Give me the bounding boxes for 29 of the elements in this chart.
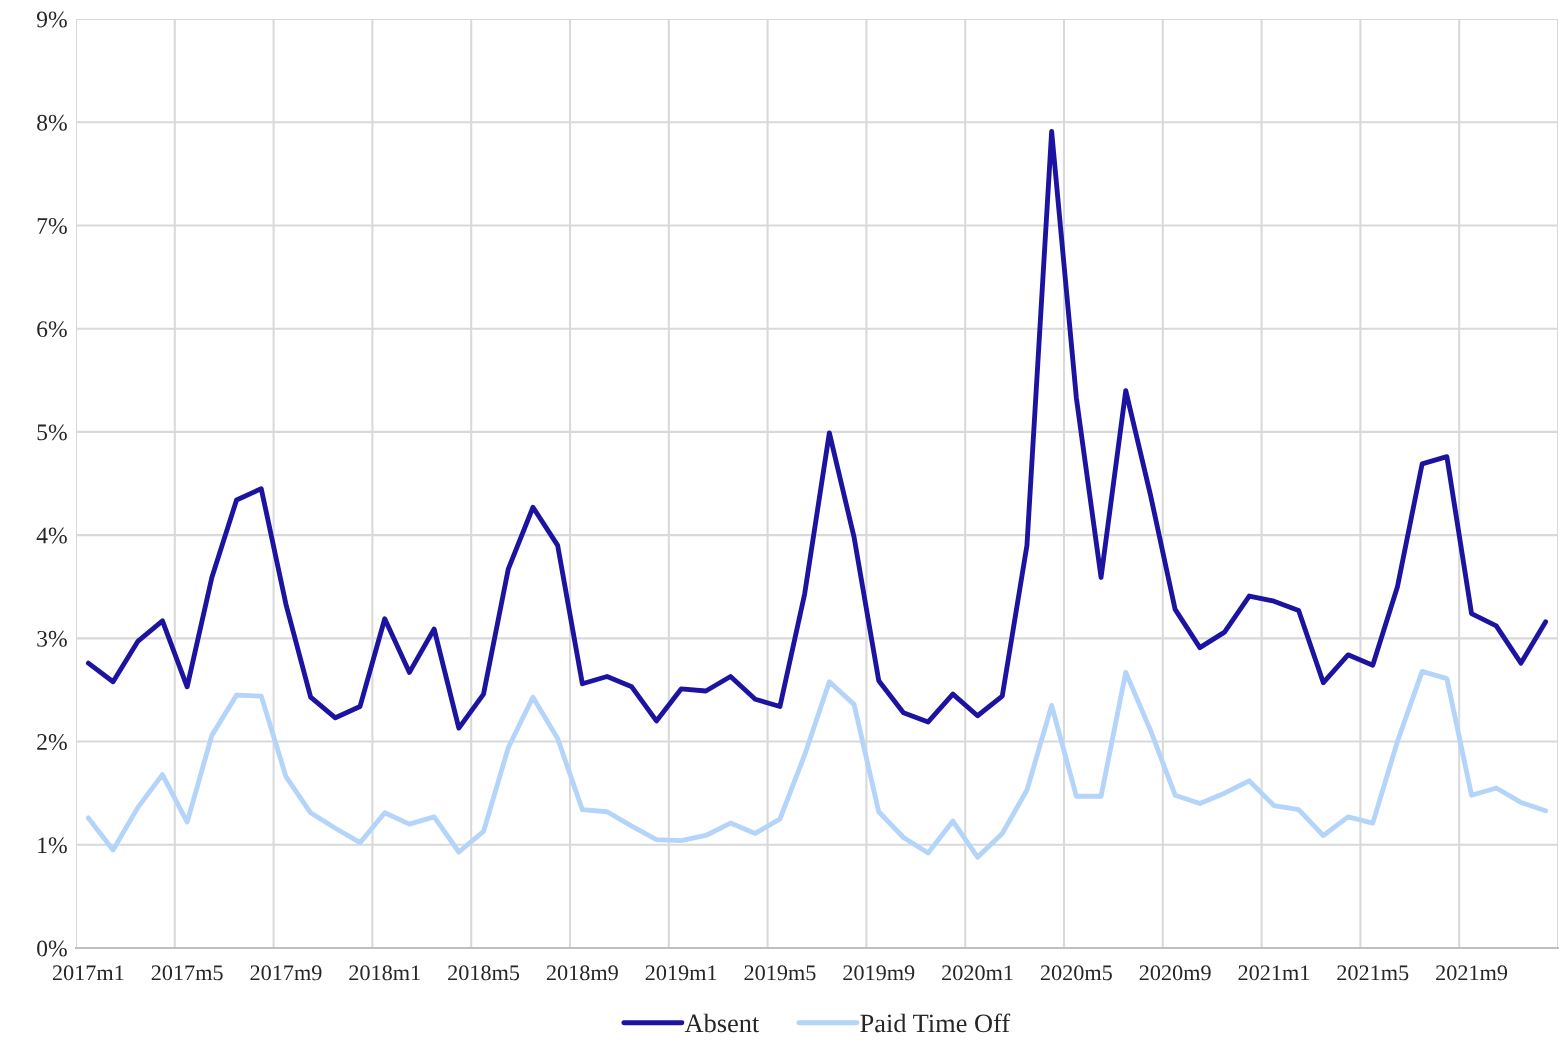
y-tick-label: 5% bbox=[37, 424, 67, 441]
y-tick-label: 0% bbox=[37, 940, 67, 957]
x-tick-label: 2018m1 bbox=[349, 965, 420, 981]
x-tick-label: 2020m1 bbox=[942, 965, 1013, 981]
x-tick-label: 2017m9 bbox=[250, 965, 322, 981]
y-tick-label: 2% bbox=[37, 734, 67, 751]
x-tick-label: 2021m9 bbox=[1436, 965, 1508, 981]
y-tick-label: 8% bbox=[37, 114, 67, 131]
x-tick-label: 2019m9 bbox=[843, 965, 915, 981]
legend-label: Paid Time Off bbox=[860, 1013, 1011, 1033]
x-tick-label: 2019m5 bbox=[744, 965, 816, 981]
x-tick-label: 2017m1 bbox=[52, 965, 124, 981]
x-tick-label: 2019m1 bbox=[645, 965, 717, 981]
y-tick-label: 9% bbox=[36, 11, 67, 28]
x-tick-label: 2018m5 bbox=[448, 965, 520, 981]
line-series bbox=[85, 668, 1549, 860]
line-series bbox=[85, 129, 1549, 731]
y-tick-label: 6% bbox=[37, 321, 67, 338]
y-tick-label: 4% bbox=[36, 527, 67, 544]
x-tick-label: 2018m9 bbox=[546, 965, 618, 981]
legend-label: Absent bbox=[684, 1013, 760, 1033]
y-tick-label: 7% bbox=[37, 217, 67, 234]
y-tick-label: 3% bbox=[37, 630, 67, 647]
x-tick-label: 2020m5 bbox=[1040, 965, 1112, 981]
x-tick-label: 2020m9 bbox=[1139, 965, 1211, 981]
x-tick-label: 2021m5 bbox=[1337, 965, 1409, 981]
y-tick-label: 1% bbox=[38, 837, 67, 854]
x-tick-label: 2021m1 bbox=[1238, 965, 1310, 981]
x-tick-label: 2017m5 bbox=[151, 965, 223, 981]
